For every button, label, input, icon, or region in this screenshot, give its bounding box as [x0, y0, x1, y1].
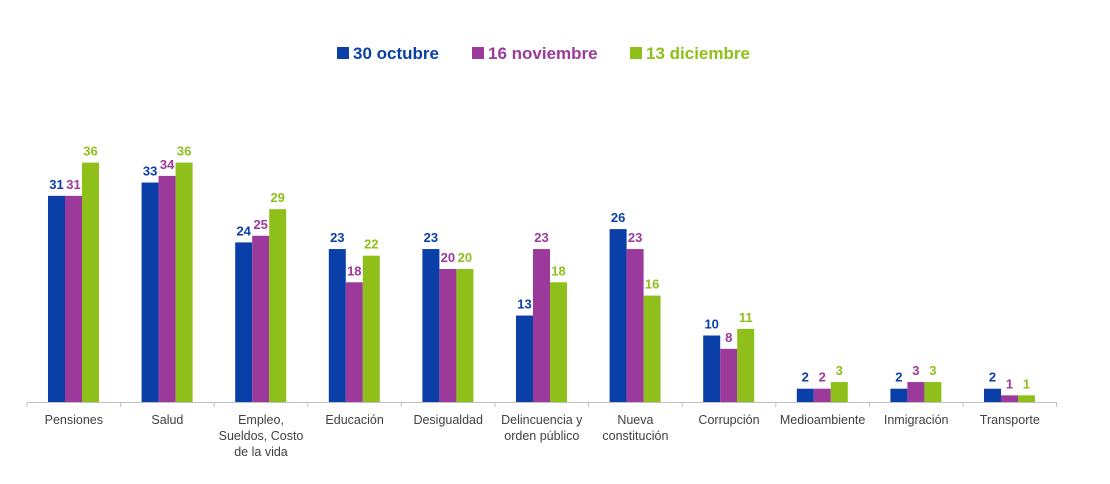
- data-label: 25: [253, 217, 267, 232]
- bar: [516, 315, 533, 402]
- legend-item: 16 noviembre: [472, 44, 598, 63]
- category-label: Medioambiente: [780, 413, 866, 427]
- legend: 30 octubre 16 noviembre 13 diciembre: [337, 44, 750, 63]
- category-labels: Pensiones Salud Empleo, Sueldos, Costo de la…: [45, 413, 1040, 459]
- data-label: 23: [628, 230, 642, 245]
- category-label: Empleo, Sueldos, Costo de la vida: [219, 413, 304, 459]
- category-label: Pensiones: [45, 413, 103, 427]
- x-axis-ticks: [26, 402, 1058, 407]
- data-label: 13: [517, 297, 531, 312]
- bar: [252, 235, 270, 402]
- bar: [1001, 395, 1018, 402]
- bar: [48, 195, 65, 402]
- bar: [737, 328, 755, 402]
- data-label: 1: [1023, 376, 1030, 391]
- data-label: 10: [704, 317, 718, 332]
- data-label: 2: [802, 370, 809, 385]
- category-label: Transporte: [980, 413, 1040, 427]
- data-label: 2: [819, 370, 826, 385]
- legend-swatch: [472, 47, 484, 59]
- category-label: Nueva constitución: [602, 413, 668, 443]
- data-label: 31: [66, 177, 80, 192]
- bar: [345, 282, 363, 402]
- bar: [141, 182, 159, 402]
- bar: [813, 388, 831, 402]
- category-label: Corrupción: [698, 413, 759, 427]
- bar: [82, 162, 99, 402]
- bar: [907, 382, 925, 402]
- category-label: Salud: [151, 413, 183, 427]
- bar: [269, 209, 287, 402]
- data-label: 20: [458, 250, 472, 265]
- data-label: 24: [236, 223, 251, 238]
- bar: [456, 269, 474, 402]
- bars: [48, 162, 1035, 402]
- data-label: 34: [160, 157, 175, 172]
- bar: [533, 249, 550, 402]
- legend-swatch: [337, 47, 349, 59]
- data-label: 23: [424, 230, 438, 245]
- data-label: 22: [364, 237, 378, 252]
- bar: [796, 388, 814, 402]
- bar: [362, 255, 380, 402]
- bar: [1018, 395, 1035, 402]
- category-label: Educación: [325, 413, 383, 427]
- bar: [643, 295, 661, 402]
- bar: [158, 175, 176, 402]
- data-label: 20: [441, 250, 455, 265]
- data-label: 31: [49, 177, 63, 192]
- legend-label: 16 noviembre: [488, 44, 598, 63]
- data-label: 36: [177, 144, 191, 159]
- data-label: 18: [347, 263, 361, 278]
- data-label: 3: [912, 363, 919, 378]
- bar: [924, 382, 942, 402]
- bar: [720, 348, 738, 402]
- data-label: 8: [725, 330, 732, 345]
- bar: [703, 335, 721, 402]
- data-label: 3: [929, 363, 936, 378]
- bar: [550, 282, 567, 402]
- bar: [422, 249, 440, 402]
- data-label: 36: [83, 144, 97, 159]
- data-label: 16: [645, 277, 659, 292]
- data-label: 29: [270, 190, 284, 205]
- bar: [328, 249, 346, 402]
- category-label: Desigualdad: [413, 413, 483, 427]
- bar: [830, 382, 848, 402]
- data-label: 33: [143, 164, 157, 179]
- data-label: 23: [330, 230, 344, 245]
- data-label: 26: [611, 210, 625, 225]
- legend-label: 30 octubre: [353, 44, 439, 63]
- legend-label: 13 diciembre: [646, 44, 750, 63]
- data-label: 2: [989, 370, 996, 385]
- legend-swatch: [630, 47, 642, 59]
- data-label: 11: [739, 310, 753, 325]
- data-label: 3: [836, 363, 843, 378]
- category-label: Delincuencia y orden público: [501, 413, 583, 443]
- data-label: 18: [551, 263, 565, 278]
- bar: [235, 242, 253, 402]
- data-label: 2: [895, 370, 902, 385]
- legend-item: 13 diciembre: [630, 44, 750, 63]
- bar: [439, 269, 457, 402]
- bar: [890, 388, 908, 402]
- data-label: 23: [534, 230, 548, 245]
- bar: [175, 162, 193, 402]
- data-label: 1: [1006, 376, 1013, 391]
- category-label: Inmigración: [884, 413, 949, 427]
- legend-item: 30 octubre: [337, 44, 439, 63]
- bar: [984, 388, 1001, 402]
- bar: [65, 195, 82, 402]
- bar: [609, 229, 627, 402]
- bar: [626, 249, 644, 402]
